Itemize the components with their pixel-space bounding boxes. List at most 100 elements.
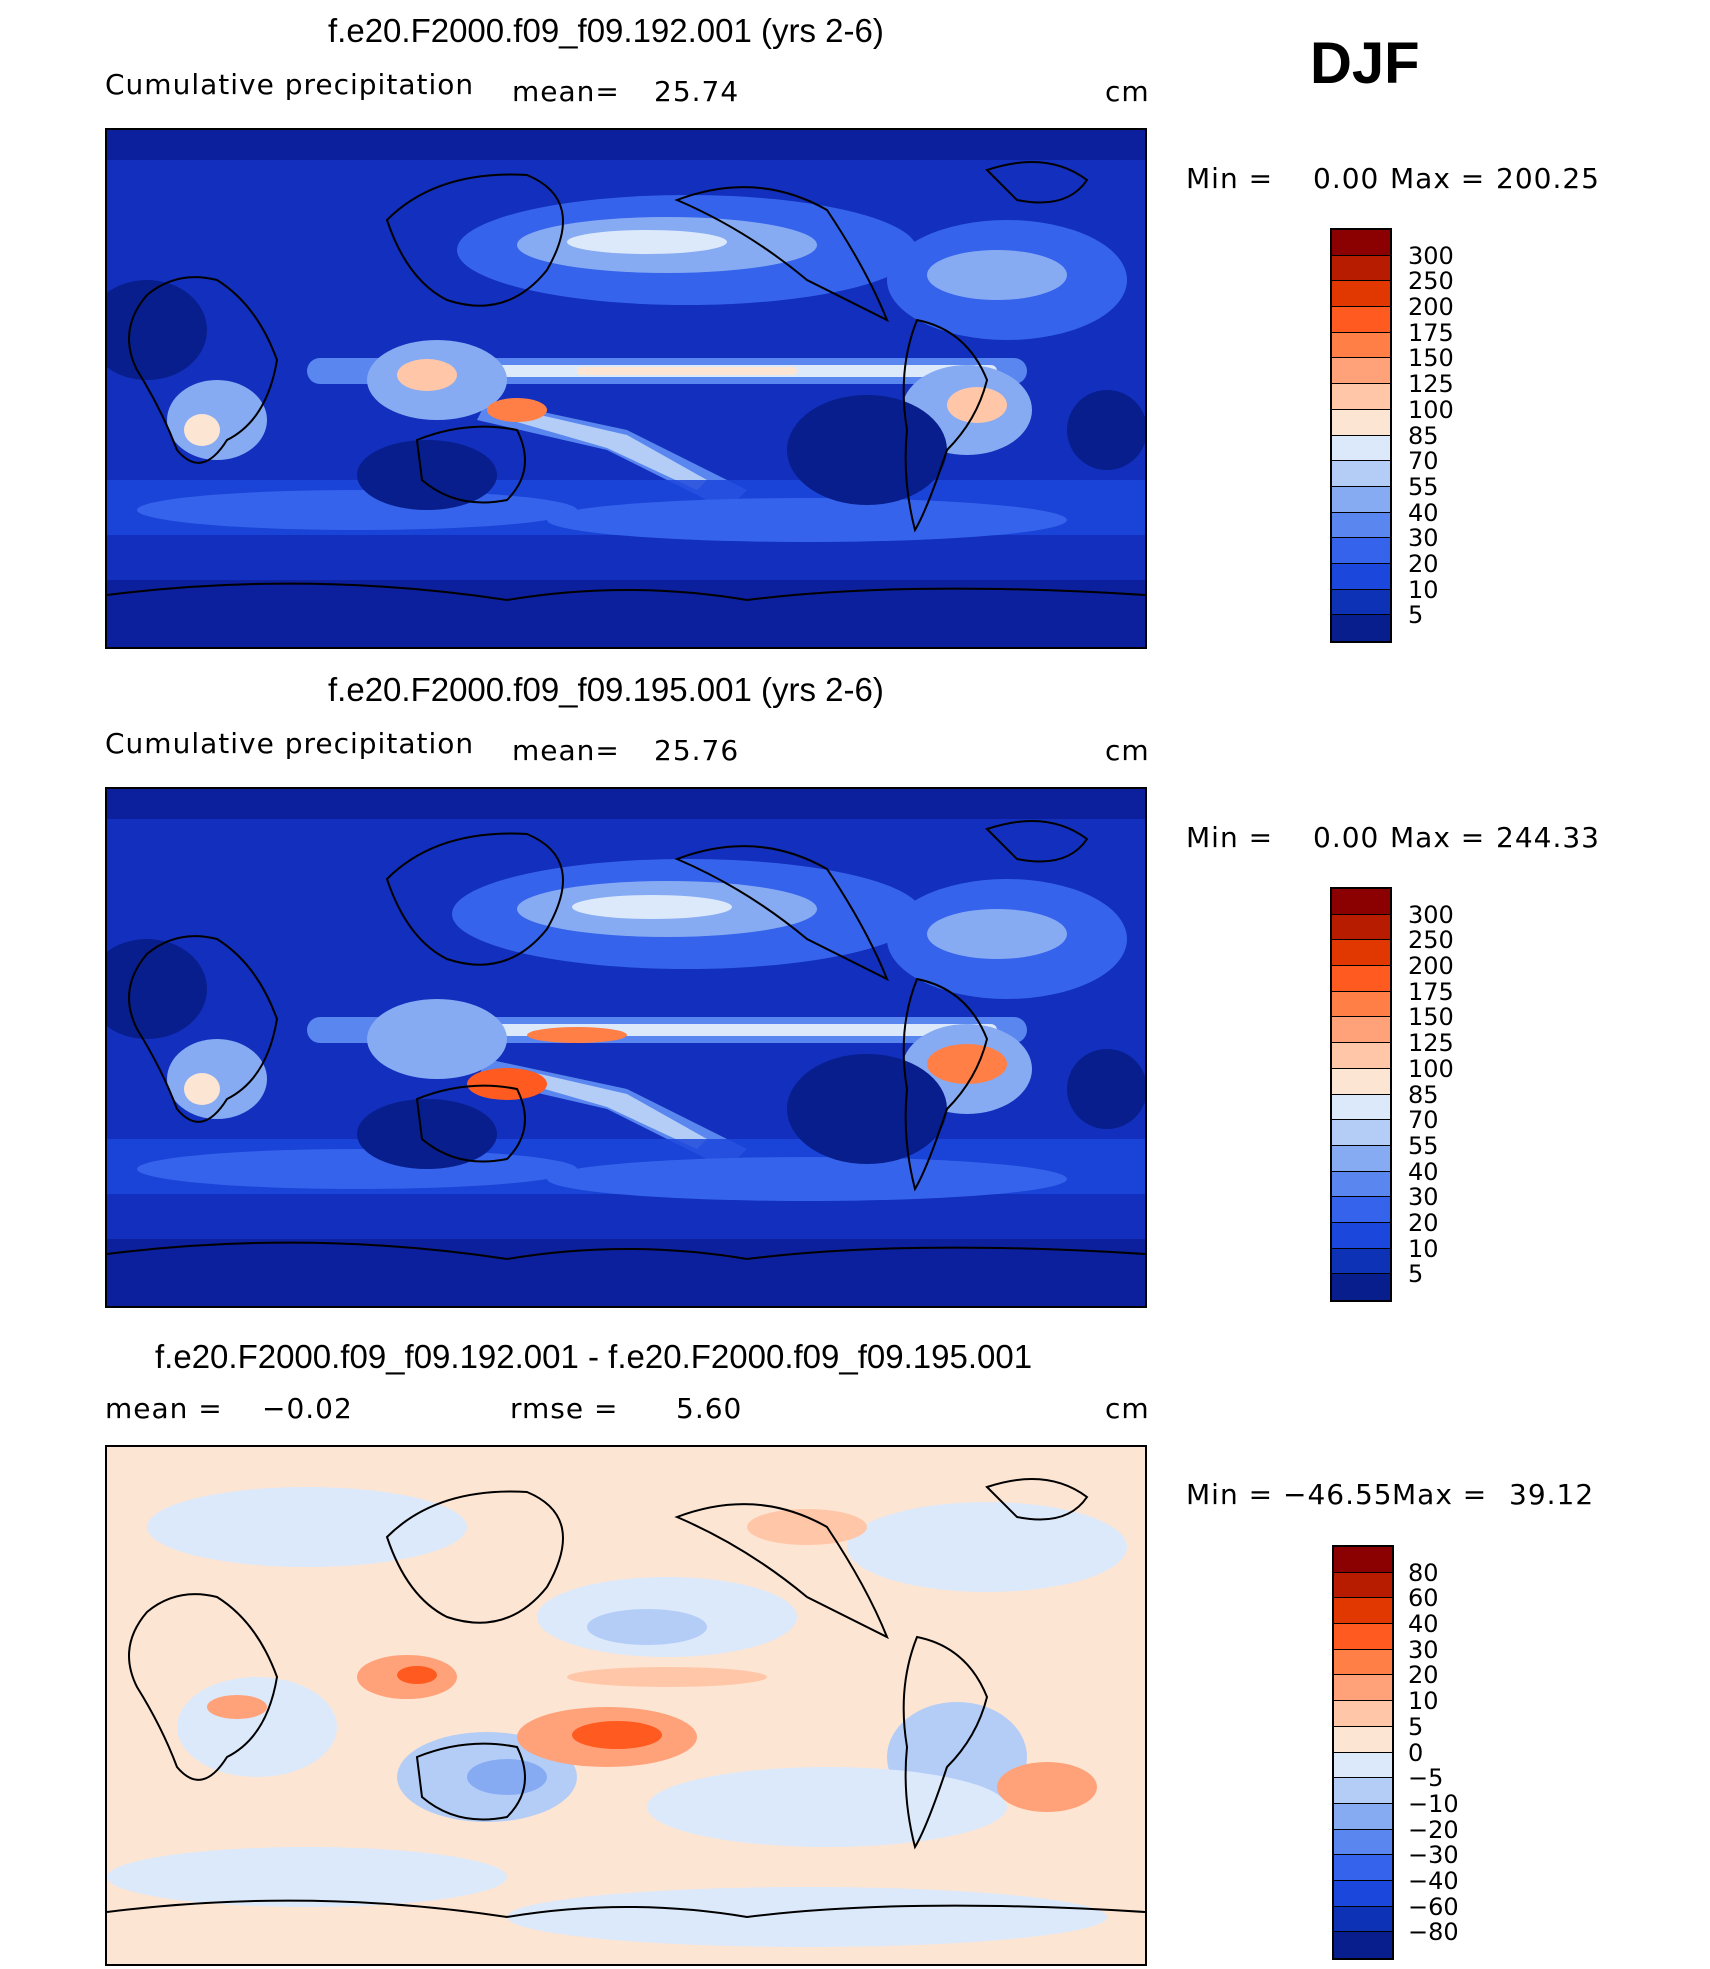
colorbar-tick-label: 200 <box>1408 952 1454 981</box>
colorbar-tick-label: 85 <box>1408 1080 1439 1109</box>
panel-3-min-label: Min = <box>1186 1478 1274 1511</box>
colorbar-tick-label: 70 <box>1408 1106 1439 1135</box>
colorbar-tick-label: 40 <box>1408 498 1439 527</box>
panel-3-title: f.e20.F2000.f09_f09.192.001 - f.e20.F200… <box>155 1338 1033 1375</box>
colorbar-swatch <box>1332 358 1390 385</box>
panel-3-mean-label: mean = <box>105 1392 223 1425</box>
colorbar-tick-label: 150 <box>1408 344 1454 373</box>
panel-2-min-value: 0.00 <box>1313 821 1380 854</box>
panel-2-max-value: 244.33 <box>1496 821 1600 854</box>
panel-1-max-value: 200.25 <box>1496 162 1600 195</box>
colorbar-swatch <box>1332 1197 1390 1223</box>
colorbar-swatch <box>1334 1701 1392 1727</box>
panel-2-max-label: Max = <box>1390 821 1486 854</box>
colorbar-tick-label: −60 <box>1408 1892 1459 1921</box>
colorbar-swatch <box>1332 889 1390 915</box>
panel-2-title: f.e20.F2000.f09_f09.195.001 (yrs 2-6) <box>328 671 884 708</box>
panel-3-map <box>105 1445 1147 1966</box>
colorbar-swatch <box>1332 1068 1390 1095</box>
colorbar-swatch <box>1332 230 1390 256</box>
colorbar-swatch <box>1332 255 1390 282</box>
colorbar-swatch <box>1332 486 1390 513</box>
colorbar-tick-label: 250 <box>1408 267 1454 296</box>
colorbar-swatch <box>1334 1752 1392 1779</box>
panel-1-max-label: Max = <box>1390 162 1486 195</box>
colorbar-swatch <box>1332 332 1390 359</box>
panel-1-mean-label: mean= <box>512 75 620 108</box>
colorbar-swatch <box>1334 1829 1392 1856</box>
colorbar-swatch <box>1332 1017 1390 1044</box>
colorbar-tick-label: −80 <box>1408 1918 1459 1947</box>
colorbar-tick-label: 40 <box>1408 1610 1439 1639</box>
colorbar-swatch <box>1332 615 1390 641</box>
colorbar-tick-label: 100 <box>1408 395 1454 424</box>
colorbar-swatch <box>1332 435 1390 462</box>
panel-1-units: cm <box>1105 75 1150 108</box>
colorbar-tick-label: 300 <box>1408 241 1454 270</box>
colorbar-swatch <box>1332 1043 1390 1069</box>
colorbar-swatch <box>1334 1906 1392 1933</box>
colorbar-tick-label: −20 <box>1408 1815 1459 1844</box>
colorbar-tick-label: 10 <box>1408 1234 1439 1263</box>
colorbar-tick-label: 80 <box>1408 1558 1439 1587</box>
panel-3-max-label: Max = <box>1392 1478 1488 1511</box>
panel-3-units: cm <box>1105 1392 1150 1425</box>
colorbar-swatch <box>1334 1572 1392 1599</box>
colorbar-tick-label: 0 <box>1408 1738 1424 1767</box>
colorbar-tick-label: 125 <box>1408 370 1454 399</box>
colorbar-swatch <box>1332 1222 1390 1249</box>
panel-2-variable: Cumulative precipitation <box>105 727 475 760</box>
colorbar-swatch <box>1332 563 1390 590</box>
colorbar-swatch <box>1332 914 1390 941</box>
colorbar-tick-label: 30 <box>1408 524 1439 553</box>
colorbar-tick-label: 40 <box>1408 1157 1439 1186</box>
colorbar-swatch <box>1332 1274 1390 1300</box>
colorbar-swatch <box>1334 1778 1392 1804</box>
colorbar-tick-label: 10 <box>1408 1687 1439 1716</box>
colorbar-tick-label: 5 <box>1408 1712 1424 1741</box>
colorbar-tick-label: −30 <box>1408 1841 1459 1870</box>
colorbar-swatch <box>1334 1855 1392 1881</box>
panel-2-mean-value: 25.76 <box>654 734 740 767</box>
panel-1-mean-value: 25.74 <box>654 75 740 108</box>
colorbar-tick-label: 60 <box>1408 1584 1439 1613</box>
colorbar-tick-label: −5 <box>1408 1764 1444 1793</box>
colorbar-tick-label: 85 <box>1408 421 1439 450</box>
panel-2-map <box>105 787 1147 1308</box>
panel-1-min-label: Min = <box>1186 162 1274 195</box>
colorbar-tick-label: 150 <box>1408 1003 1454 1032</box>
panel-2-min-label: Min = <box>1186 821 1274 854</box>
colorbar-tick-label: 125 <box>1408 1029 1454 1058</box>
colorbar-swatch <box>1334 1547 1392 1573</box>
colorbar-tick-label: 20 <box>1408 1661 1439 1690</box>
colorbar-swatch <box>1332 538 1390 564</box>
colorbar-tick-label: 55 <box>1408 1131 1439 1160</box>
colorbar-tick-label: 70 <box>1408 447 1439 476</box>
colorbar-tick-label: −40 <box>1408 1866 1459 1895</box>
colorbar-swatch <box>1334 1675 1392 1702</box>
panel-3-colorbar <box>1332 1545 1394 1960</box>
panel-1-variable: Cumulative precipitation <box>105 68 475 101</box>
colorbar-swatch <box>1332 991 1390 1018</box>
colorbar-swatch <box>1332 409 1390 436</box>
colorbar-swatch <box>1332 1248 1390 1275</box>
colorbar-swatch <box>1332 1094 1390 1121</box>
colorbar-swatch <box>1334 1726 1392 1753</box>
colorbar-swatch <box>1332 384 1390 410</box>
colorbar-tick-label: 5 <box>1408 1260 1424 1289</box>
colorbar-tick-label: 300 <box>1408 900 1454 929</box>
colorbar-swatch <box>1334 1598 1392 1625</box>
panel-3-mean-value: −0.02 <box>262 1392 353 1425</box>
panel-3-max-value: 39.12 <box>1509 1478 1595 1511</box>
panel-3-rmse-label: rmse = <box>510 1392 619 1425</box>
colorbar-tick-label: 10 <box>1408 575 1439 604</box>
panel-3-rmse-value: 5.60 <box>676 1392 743 1425</box>
colorbar-tick-label: 175 <box>1408 977 1454 1006</box>
colorbar-tick-label: 30 <box>1408 1635 1439 1664</box>
colorbar-tick-label: 175 <box>1408 318 1454 347</box>
colorbar-tick-label: 30 <box>1408 1183 1439 1212</box>
colorbar-tick-label: 200 <box>1408 293 1454 322</box>
panel-1-map <box>105 128 1147 649</box>
colorbar-swatch <box>1334 1880 1392 1907</box>
colorbar-tick-label: 20 <box>1408 1208 1439 1237</box>
